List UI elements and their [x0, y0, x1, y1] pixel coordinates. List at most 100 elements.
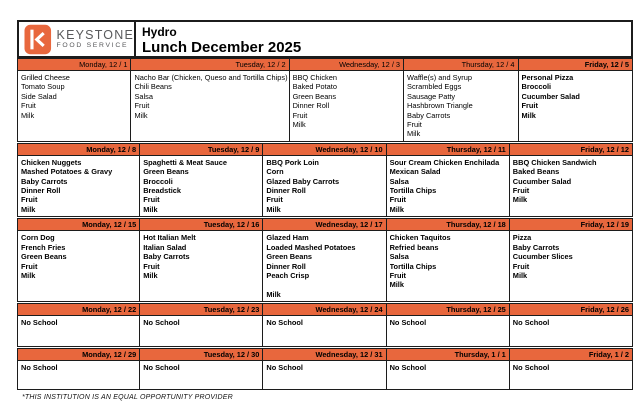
menu-item: Salsa	[389, 176, 409, 186]
day-cell: Tuesday, 12 / 16 Hot Italian Melt Italian …	[139, 218, 264, 303]
menu-item: Peach Crisp	[266, 270, 310, 280]
day-cell: Friday, 12 / 19 Pizza Baby Carrots Cucumber…	[508, 218, 633, 303]
day-cell: Tuesday, 12 / 30 No School	[139, 348, 264, 391]
menu-item: Green Beans	[143, 167, 189, 177]
day-menu: Chicken Taquitos Refried beans Salsa Tortil…	[387, 231, 509, 291]
day-menu: Chicken Nuggets Mashed Potatoes & Gravy Ba…	[18, 156, 139, 216]
menu-item: Fruit	[521, 101, 538, 111]
menu-item: Cucumber Salad	[521, 91, 580, 101]
day-menu: No School	[387, 361, 509, 389]
brand-text: KEYSTONE FOOD SERVICE	[56, 27, 134, 50]
menu-item: Milk	[134, 110, 148, 120]
menu-item: No School	[266, 363, 303, 373]
day-cell: Wednesday, 12 / 24 No School	[262, 303, 387, 348]
menu-item: Fruit	[266, 195, 283, 205]
menu-item: Milk	[143, 204, 158, 214]
menu-item: Fruit	[21, 261, 38, 271]
brand-logo: KEYSTONE FOOD SERVICE	[19, 22, 136, 56]
day-cell: Tuesday, 12 / 9 Spaghetti & Meat Sauce Gre…	[139, 142, 264, 218]
day-header: Tuesday, 12 / 9	[140, 143, 263, 156]
day-header: Monday, 12 / 8	[18, 143, 140, 156]
menu-item: Scrambled Eggs	[407, 82, 462, 92]
day-cell: Friday, 12 / 26 No School	[508, 303, 633, 348]
day-menu: Spaghetti & Meat Sauce Green Beans Broccol…	[140, 156, 262, 216]
day-header: Tuesday, 12 / 23	[140, 304, 263, 317]
week-row: Monday, 12 / 22 No School Tuesday, 12 / 23…	[17, 303, 633, 348]
menu-item: No School	[266, 318, 303, 328]
masthead: KEYSTONE FOOD SERVICE Hydro Lunch Decemb…	[17, 20, 633, 58]
menu-item: BBQ Pork Loin	[266, 157, 319, 167]
day-header: Tuesday, 12 / 16	[140, 219, 263, 232]
menu-item: Baked Beans	[512, 167, 560, 177]
day-menu: No School	[387, 316, 509, 346]
menu-item: Fruit	[134, 101, 150, 111]
menu-item: Chicken Taquitos	[389, 233, 451, 243]
menu-item	[266, 280, 384, 289]
day-cell: Friday, 12 / 5 Personal Pizza Broccoli Cucu…	[517, 58, 633, 142]
menu-item: Sour Cream Chicken Enchilada	[389, 157, 500, 167]
day-header: Friday, 12 / 12	[509, 143, 632, 156]
menu-item: Italian Salad	[143, 242, 187, 252]
day-header: Wednesday, 12 / 17	[263, 219, 386, 232]
menu-item: Broccoli	[521, 82, 552, 92]
day-header: Wednesday, 12 / 24	[263, 304, 386, 317]
day-menu: Sour Cream Chicken Enchilada Mexican Sala…	[387, 156, 509, 216]
menu-item: Milk	[389, 204, 404, 214]
brand-name: KEYSTONE	[56, 27, 134, 42]
menu-item: Milk	[266, 204, 281, 214]
menu-item: Dinner Roll	[21, 186, 61, 196]
day-menu: No School	[140, 361, 262, 389]
day-menu: No School	[510, 316, 632, 346]
day-menu: Nacho Bar (Chicken, Queso and Tortilla C…	[131, 71, 288, 122]
day-header: Wednesday, 12 / 10	[263, 143, 386, 156]
day-header: Friday, 12 / 26	[509, 304, 632, 317]
day-cell: Monday, 12 / 1 Grilled Cheese Tomato Soup S…	[17, 58, 132, 142]
menu-item: Baked Potato	[292, 82, 337, 92]
menu-item: Sausage Patty	[407, 91, 456, 101]
menu-item: Green Beans	[21, 252, 67, 262]
day-header: Thursday, 12 / 4	[404, 59, 518, 71]
menu-item: Milk	[143, 270, 158, 280]
menu-item: Chicken Nuggets	[21, 157, 82, 167]
menu-item: Baby Carrots	[407, 110, 451, 120]
menu-item: Salsa	[389, 252, 409, 262]
menu-item: No School	[143, 318, 180, 328]
day-cell: Monday, 12 / 29 No School	[17, 348, 141, 391]
day-header: Friday, 12 / 5	[518, 59, 632, 71]
menu-item: Side Salad	[21, 91, 57, 101]
menu-item: Dinner Roll	[292, 101, 330, 111]
menu-item: BBQ Chicken Sandwich	[512, 157, 597, 167]
menu-item: Corn	[266, 167, 284, 177]
menu-item: Loaded Mashed Potatoes	[266, 242, 356, 252]
menu-item: Milk	[21, 270, 36, 280]
day-header: Monday, 12 / 1	[18, 59, 131, 71]
menu-item: Green Beans	[292, 91, 337, 101]
menu-item: Cucumber Salad	[512, 176, 572, 186]
menu-item: Fruit	[389, 195, 407, 205]
menu-item: Glazed Baby Carrots	[266, 176, 340, 186]
menu-item: Baby Carrots	[21, 176, 68, 186]
menu-item: Fruit	[512, 261, 530, 271]
day-header: Thursday, 12 / 25	[386, 304, 509, 317]
menu-item: Milk	[512, 195, 528, 205]
day-menu: Corn Dog French Fries Green Beans Fruit Milk	[18, 231, 139, 282]
day-menu: No School	[510, 361, 632, 389]
menu-item: Glazed Ham	[266, 233, 309, 243]
menu-item: Chili Beans	[134, 82, 172, 92]
day-cell: Monday, 12 / 8 Chicken Nuggets Mashed Pota…	[17, 142, 141, 218]
week-row: Monday, 12 / 29 No School Tuesday, 12 / 30…	[17, 348, 633, 391]
day-header: Friday, 1 / 2	[509, 349, 632, 362]
day-cell: Thursday, 12 / 11 Sour Cream Chicken Ench…	[385, 142, 510, 218]
day-header: Tuesday, 12 / 2	[131, 59, 289, 71]
menu-item: Baby Carrots	[512, 242, 560, 252]
day-cell: Friday, 12 / 12 BBQ Chicken Sandwich Baked…	[508, 142, 633, 218]
day-menu: Grilled Cheese Tomato Soup Side Salad Fruit…	[18, 71, 130, 122]
day-header: Monday, 12 / 29	[18, 349, 140, 362]
menu-item: Fruit	[21, 101, 36, 111]
calendar-grid: Monday, 12 / 1 Grilled Cheese Tomato Soup S…	[17, 58, 633, 391]
week-row: Monday, 12 / 1 Grilled Cheese Tomato Soup S…	[17, 58, 633, 142]
menu-item: Milk	[21, 204, 36, 214]
menu-item: Waffle(s) and Syrup	[407, 73, 472, 82]
day-header: Monday, 12 / 22	[18, 304, 140, 317]
week-row: Monday, 12 / 8 Chicken Nuggets Mashed Pota…	[17, 142, 633, 218]
